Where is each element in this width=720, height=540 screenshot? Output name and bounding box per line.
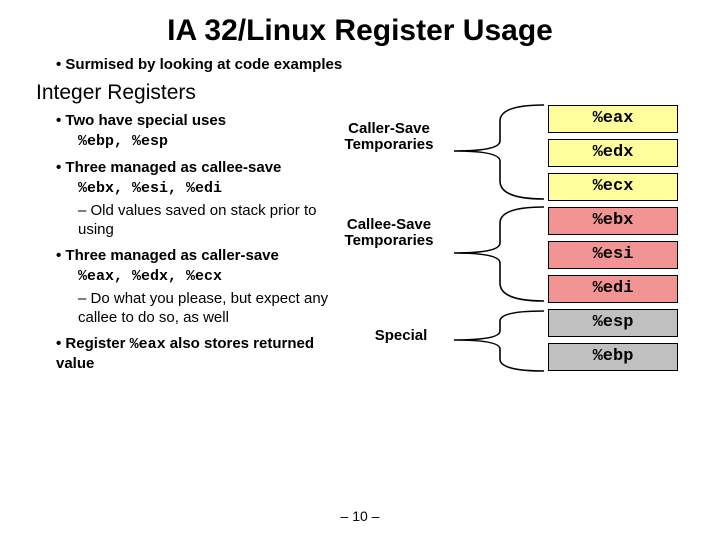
top-bullet: • Surmised by looking at code examples: [0, 48, 720, 75]
register-box: %ebx: [548, 207, 678, 235]
register-box: %edi: [548, 275, 678, 303]
brace-special: [448, 307, 544, 377]
brace-callee-save: [448, 203, 544, 307]
register-box: %ebp: [548, 343, 678, 371]
register-box: %edx: [548, 139, 678, 167]
slide-title: IA 32/Linux Register Usage: [0, 0, 720, 48]
bullet-two-special: Two have special uses: [56, 111, 346, 131]
reg-eax-prefix: Register: [65, 335, 129, 352]
register-box: %esi: [548, 241, 678, 269]
register-box: %esp: [548, 309, 678, 337]
label-caller-save: Caller-Save Temporaries: [334, 121, 444, 154]
bullet-old-values: Old values saved on stack prior to using: [56, 201, 346, 240]
bullet-column: Two have special uses %ebp, %esp Three m…: [56, 105, 346, 374]
label-special: Special: [366, 328, 436, 345]
reg-eax-reg: %eax: [130, 336, 166, 353]
top-bullet-text: Surmised by looking at code examples: [65, 56, 342, 73]
page-number: – 10 –: [0, 508, 720, 524]
register-box: %eax: [548, 105, 678, 133]
label-callee-save: Callee-Save Temporaries: [334, 217, 444, 250]
section-subtitle: Integer Registers: [0, 75, 720, 105]
bullet-reg-eax: Register %eax also stores returned value: [56, 334, 346, 374]
bullet-caller-save: Three managed as caller-save: [56, 246, 346, 266]
register-stack: %eax %edx %ecx %ebx %esi %edi %esp %ebp: [548, 105, 678, 377]
bullet-do-what: Do what you please, but expect any calle…: [56, 289, 346, 328]
bullet-ebx-esi-edi: %ebx, %esi, %edi: [56, 179, 346, 199]
bullet-callee-save: Three managed as callee-save: [56, 158, 346, 178]
register-box: %ecx: [548, 173, 678, 201]
brace-caller-save: [448, 101, 544, 205]
bullet-eax-edx-ecx: %eax, %edx, %ecx: [56, 267, 346, 287]
bullet-ebp-esp: %ebp, %esp: [56, 132, 346, 152]
